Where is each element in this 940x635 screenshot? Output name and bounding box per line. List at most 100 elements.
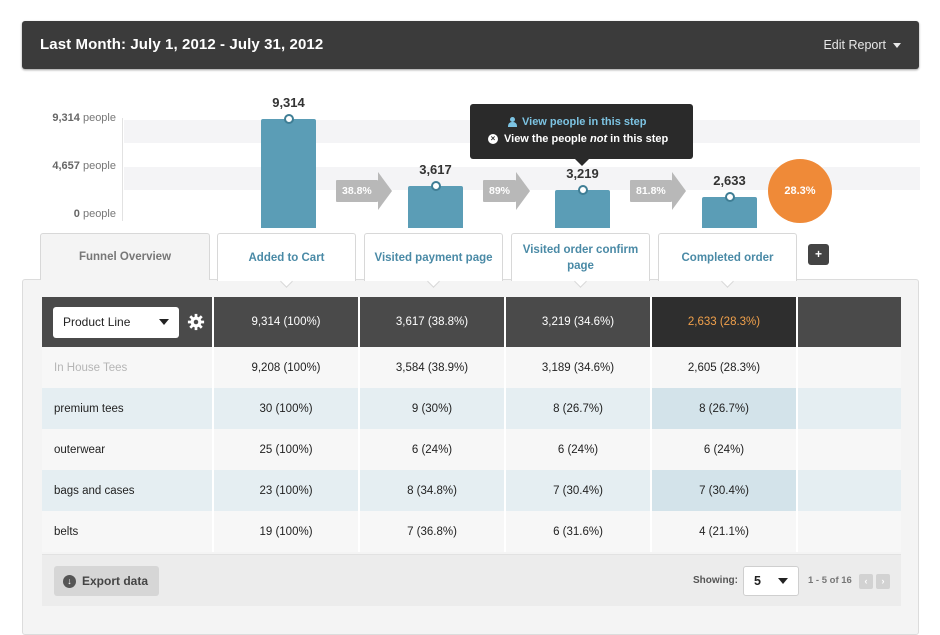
- view-people-not-in-step-link[interactable]: × View the people not in this step: [488, 133, 668, 145]
- date-range-title: Last Month: July 1, 2012 - July 31, 2012: [40, 36, 324, 53]
- tab-label: Visited order confirm page: [522, 243, 639, 272]
- table-cell: [798, 511, 901, 552]
- table-cell: [798, 388, 901, 429]
- next-page-button[interactable]: ›: [876, 574, 890, 589]
- row-name: belts: [42, 511, 214, 552]
- overall-conversion-badge: 28.3%: [771, 162, 829, 220]
- table-row[interactable]: bags and cases 23 (100%) 8 (34.8%) 7 (30…: [42, 470, 901, 511]
- table-cell: 8 (34.8%): [360, 470, 506, 511]
- table-cell: 7 (36.8%): [360, 511, 506, 552]
- funnel-bar[interactable]: [702, 197, 757, 228]
- bar-marker[interactable]: [724, 192, 735, 203]
- tab-label: Added to Cart: [248, 251, 325, 264]
- tooltip-pointer: [575, 159, 589, 166]
- bar-marker[interactable]: [430, 180, 441, 191]
- add-step-button[interactable]: +: [808, 244, 829, 265]
- table-cell: 6 (24%): [360, 429, 506, 470]
- header-empty: [798, 297, 901, 347]
- tab-label: Funnel Overview: [78, 251, 172, 263]
- table-cell: [798, 429, 901, 470]
- tab-visited-payment-page[interactable]: Visited payment page: [364, 233, 503, 288]
- table-cell: 30 (100%): [214, 388, 360, 429]
- segment-header: Product Line: [42, 297, 214, 347]
- row-name: premium tees: [42, 388, 214, 429]
- table-cell: 23 (100%): [214, 470, 360, 511]
- tab-label: Visited payment page: [374, 251, 493, 264]
- tab-completed-order[interactable]: Completed order: [658, 233, 797, 288]
- table-footer: ↓ Export data Showing: 5 1 - 5 of 16 ‹ ›: [42, 554, 901, 606]
- tab-visited-order-confirm-page[interactable]: Visited order confirm page: [511, 233, 650, 288]
- table-cell: 7 (30.4%): [506, 470, 652, 511]
- tooltip-line1: View people in this step: [522, 116, 647, 128]
- table-header-row: Product Line 9,314 (100%) 3,617 (38.8%) …: [42, 297, 901, 347]
- header-total-step3: 3,219 (34.6%): [506, 297, 652, 347]
- export-label: Export data: [82, 574, 149, 588]
- bar-marker[interactable]: [283, 114, 294, 124]
- table-row[interactable]: outerwear 25 (100%) 6 (24%) 6 (24%) 6 (2…: [42, 429, 901, 470]
- table-row[interactable]: belts 19 (100%) 7 (36.8%) 6 (31.6%) 4 (2…: [42, 511, 901, 552]
- table-cell: 8 (26.7%): [652, 388, 798, 429]
- table-cell: 3,189 (34.6%): [506, 347, 652, 388]
- tooltip-line2: View the people not in this step: [504, 133, 669, 145]
- y-tick-label: 0 people: [73, 208, 116, 220]
- table-cell: 4 (21.1%): [652, 511, 798, 552]
- close-circle-icon: ×: [488, 134, 498, 144]
- funnel-chart: 9,314 people 4,657 people 0 people 9,314…: [0, 80, 940, 240]
- table-cell: 8 (26.7%): [506, 388, 652, 429]
- export-data-button[interactable]: ↓ Export data: [54, 566, 159, 596]
- conversion-rate-label: 81.8%: [630, 180, 672, 202]
- download-icon: ↓: [63, 574, 76, 588]
- bar-marker[interactable]: [577, 185, 588, 196]
- conversion-arrow: 89%: [483, 172, 531, 210]
- table-cell: 6 (31.6%): [506, 511, 652, 552]
- table-cell: 9,208 (100%): [214, 347, 360, 388]
- y-tick-label: 4,657 people: [52, 160, 116, 172]
- gear-icon[interactable]: [187, 313, 205, 331]
- edit-report-label: Edit Report: [823, 38, 886, 52]
- table-cell: 2,605 (28.3%): [652, 347, 798, 388]
- prev-page-button[interactable]: ‹: [859, 574, 873, 589]
- step-tooltip: View people in this step × View the peop…: [470, 104, 693, 166]
- table-cell: 3,584 (38.9%): [360, 347, 506, 388]
- bar-value-label: 2,633: [713, 173, 746, 189]
- table-cell: 9 (30%): [360, 388, 506, 429]
- edit-report-button[interactable]: Edit Report: [823, 38, 901, 52]
- table-cell: 25 (100%): [214, 429, 360, 470]
- funnel-bar[interactable]: [555, 190, 610, 228]
- bar-value-label: 9,314: [272, 95, 305, 110]
- table-row[interactable]: In House Tees 9,208 (100%) 3,584 (38.9%)…: [42, 347, 901, 388]
- y-tick-label: 9,314 people: [52, 112, 116, 124]
- funnel-bar[interactable]: [261, 119, 316, 228]
- funnel-table: Product Line 9,314 (100%) 3,617 (38.8%) …: [42, 297, 901, 552]
- row-name: outerwear: [42, 429, 214, 470]
- bar-value-label: 3,219: [566, 166, 599, 182]
- header-total-step2: 3,617 (38.8%): [360, 297, 506, 347]
- table-cell: [798, 347, 901, 388]
- pagination-range: 1 - 5 of 16: [808, 575, 852, 586]
- table-cell: 19 (100%): [214, 511, 360, 552]
- select-value: Product Line: [63, 315, 131, 329]
- row-name: bags and cases: [42, 470, 214, 511]
- table-cell: 6 (24%): [506, 429, 652, 470]
- product-line-select[interactable]: Product Line: [53, 306, 179, 338]
- tab-added-to-cart[interactable]: Added to Cart: [217, 233, 356, 288]
- conversion-rate-label: 89%: [483, 180, 517, 202]
- tab-funnel-overview[interactable]: Funnel Overview: [40, 233, 210, 280]
- page-size-value: 5: [754, 574, 761, 588]
- chevron-down-icon: [159, 319, 169, 325]
- tab-label: Completed order: [681, 251, 774, 264]
- header-total-step4: 2,633 (28.3%): [652, 297, 798, 347]
- conversion-arrow: 81.8%: [630, 172, 686, 210]
- chevron-down-icon: [778, 578, 788, 584]
- funnel-bar[interactable]: [408, 185, 463, 228]
- table-cell: 6 (24%): [652, 429, 798, 470]
- view-people-in-step-link[interactable]: View people in this step: [508, 116, 647, 128]
- row-name: In House Tees: [42, 347, 214, 388]
- table-row[interactable]: premium tees 30 (100%) 9 (30%) 8 (26.7%)…: [42, 388, 901, 429]
- page-size-select[interactable]: 5: [743, 566, 799, 596]
- table-cell: 7 (30.4%): [652, 470, 798, 511]
- conversion-rate-label: 38.8%: [336, 180, 378, 202]
- header-total-step1: 9,314 (100%): [214, 297, 360, 347]
- y-axis-line: [122, 118, 123, 221]
- showing-label: Showing:: [693, 575, 738, 586]
